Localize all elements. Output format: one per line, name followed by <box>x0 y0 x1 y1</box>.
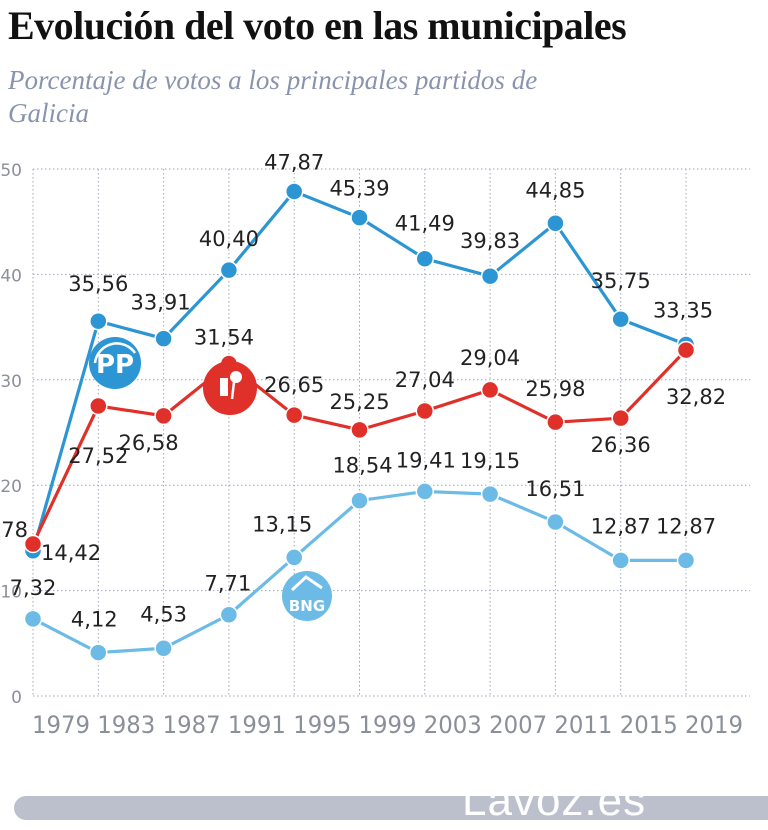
y-tick-label: 40 <box>0 266 22 286</box>
data-label: 4,12 <box>71 608 118 632</box>
data-point-bng <box>611 551 630 570</box>
data-label: 18,54 <box>332 454 392 478</box>
data-point-bng <box>350 491 369 510</box>
data-point-pp <box>480 266 500 286</box>
x-tick-label: 1983 <box>97 711 155 739</box>
data-label: 29,04 <box>460 346 520 370</box>
data-label: 13,78 <box>0 518 28 542</box>
data-label: 27,04 <box>395 368 455 392</box>
data-point-psoe <box>676 340 696 360</box>
data-point-psoe <box>89 396 108 416</box>
chart-title: Evolución del voto en las municipales <box>8 3 627 48</box>
data-label: 32,82 <box>666 385 726 409</box>
data-label: 12,87 <box>591 514 651 538</box>
psoe-logo-circle <box>203 361 257 415</box>
data-point-psoe <box>284 405 304 425</box>
data-label: 41,49 <box>395 212 455 236</box>
data-label: 27,52 <box>68 444 128 468</box>
data-point-bng <box>284 548 304 567</box>
data-point-bng <box>89 643 108 662</box>
data-point-bng <box>546 512 565 532</box>
data-label: 39,83 <box>460 229 520 253</box>
data-label: 19,15 <box>460 449 520 473</box>
data-label: 14,42 <box>41 541 101 565</box>
pp-logo-text: PP <box>96 350 134 380</box>
data-point-psoe <box>415 401 435 421</box>
data-label: 47,87 <box>264 150 324 174</box>
data-label: 26,58 <box>119 431 179 455</box>
data-label: 26,36 <box>591 433 651 457</box>
data-point-bng <box>415 482 435 501</box>
data-label: 26,65 <box>264 373 324 397</box>
data-point-pp <box>89 311 108 331</box>
x-tick-label: 1979 <box>32 711 90 739</box>
chart-subtitle: Porcentaje de votos a los principales pa… <box>8 65 538 128</box>
data-point-bng <box>676 551 696 570</box>
bng-logo-icon: BNG <box>282 571 332 621</box>
brand-logo: Lavoz.es <box>462 776 647 825</box>
data-label: 7,71 <box>205 572 252 596</box>
x-tick-label: 2007 <box>489 711 547 739</box>
bng-logo-circle <box>282 571 332 621</box>
data-point-psoe <box>480 380 500 400</box>
data-label: 33,91 <box>131 291 191 315</box>
data-label: 45,39 <box>329 177 389 201</box>
pp-logo-arc <box>93 342 137 364</box>
x-tick-label: 2015 <box>620 711 678 739</box>
data-label: 4,53 <box>140 602 187 626</box>
data-label: 25,25 <box>329 390 389 414</box>
bng-logo-mark <box>290 575 323 592</box>
data-point-pp <box>350 208 369 227</box>
data-label: 35,75 <box>591 269 651 293</box>
data-label: 25,98 <box>525 377 585 401</box>
y-tick-label: 10 <box>0 583 22 603</box>
data-point-pp <box>219 260 239 280</box>
x-tick-label: 1987 <box>163 711 221 739</box>
data-label: 19,41 <box>396 448 456 472</box>
data-point-psoe <box>611 408 630 428</box>
data-point-bng <box>219 605 239 624</box>
x-tick-label: 1999 <box>359 711 417 739</box>
x-tick-label: 1991 <box>228 711 286 739</box>
data-point-bng <box>480 484 500 504</box>
series-line-bng <box>32 489 686 655</box>
data-point-pp <box>154 329 173 348</box>
x-tick-label: 1995 <box>293 711 351 739</box>
y-tick-label: 20 <box>0 477 22 497</box>
data-point-psoe <box>154 406 173 426</box>
data-point-pp <box>284 182 304 201</box>
pp-logo-icon: PP <box>89 337 141 389</box>
data-point-psoe <box>23 534 43 554</box>
data-point-bng <box>23 609 43 629</box>
x-tick-label: 2011 <box>554 711 612 739</box>
y-tick-label: 30 <box>0 372 22 392</box>
psoe-rose-fist <box>220 378 228 396</box>
x-tick-label: 2019 <box>685 711 743 739</box>
data-label: 16,51 <box>525 477 585 501</box>
psoe-rose-stem <box>230 381 236 400</box>
data-label: 35,56 <box>68 272 128 296</box>
data-point-pp <box>611 309 630 329</box>
data-point-psoe <box>350 420 369 440</box>
data-label: 31,54 <box>194 326 254 350</box>
data-label: 40,40 <box>199 227 259 251</box>
data-label: 13,15 <box>252 512 312 536</box>
data-point-pp <box>546 214 565 233</box>
y-tick-label: 50 <box>0 161 22 181</box>
data-label: 44,85 <box>525 178 585 202</box>
psoe-rose-flower <box>230 371 242 383</box>
data-label: 33,35 <box>653 298 713 322</box>
data-point-psoe <box>546 412 565 432</box>
data-point-bng <box>154 639 173 658</box>
y-tick-label: 0 <box>11 688 22 708</box>
data-label: 7,32 <box>10 576 57 600</box>
data-point-pp <box>415 249 435 268</box>
psoe-rose-icon <box>203 361 257 415</box>
footer-bar <box>14 796 768 820</box>
x-tick-label: 2003 <box>424 711 482 739</box>
bng-logo-text: BNG <box>289 597 325 615</box>
data-label: 12,87 <box>656 514 716 538</box>
